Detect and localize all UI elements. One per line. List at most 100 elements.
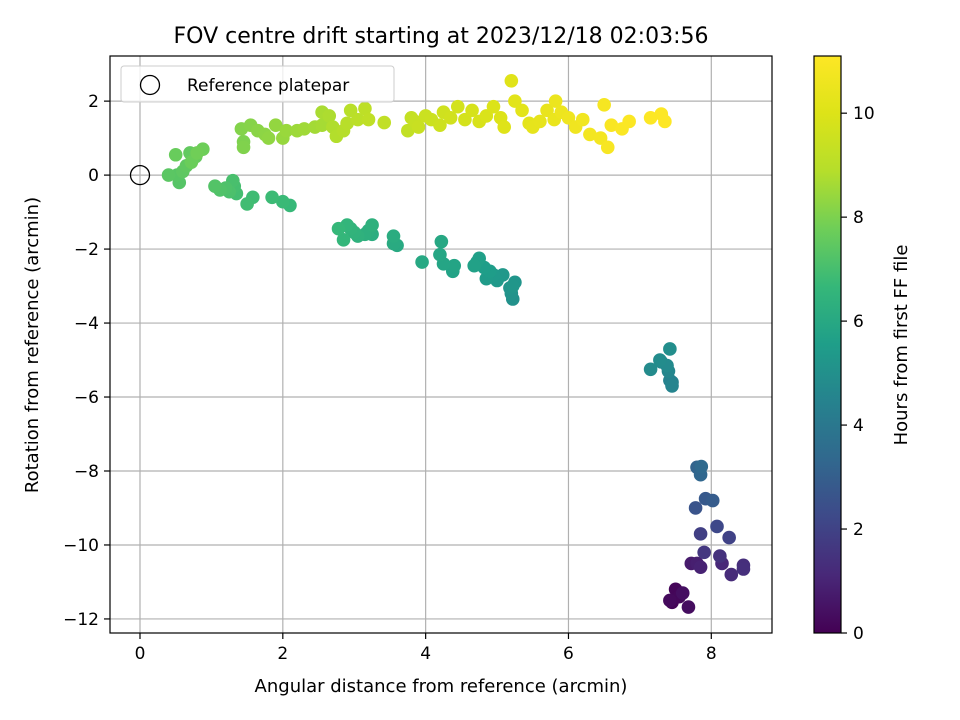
data-point — [265, 190, 279, 205]
data-point — [365, 218, 379, 232]
colorbar-tick-label: 4 — [853, 416, 864, 436]
data-point — [351, 112, 365, 127]
data-point — [697, 545, 711, 560]
data-point — [604, 118, 619, 132]
reference-platepar-marker — [129, 164, 151, 186]
data-point — [322, 109, 337, 123]
data-point — [358, 101, 372, 116]
data-point — [443, 110, 458, 125]
x-tick-label: 0 — [135, 644, 146, 664]
data-point — [658, 114, 672, 129]
data-point — [561, 110, 576, 125]
data-point — [386, 229, 401, 243]
data-point — [361, 112, 376, 127]
data-point — [279, 123, 294, 138]
data-point — [261, 131, 276, 145]
grid-lines — [110, 56, 772, 633]
data-point — [400, 123, 415, 138]
data-point — [505, 279, 520, 293]
data-point — [343, 103, 358, 118]
data-point — [653, 353, 667, 367]
x-tick-label: 2 — [277, 644, 288, 664]
data-point — [268, 118, 283, 132]
data-point — [643, 110, 658, 125]
data-point — [597, 98, 611, 112]
data-point — [276, 194, 290, 209]
data-point — [622, 114, 636, 129]
y-tick-label: −4 — [74, 314, 99, 334]
y-axis-label: Rotation from reference (arcmin) — [22, 197, 43, 493]
legend-box — [120, 65, 395, 103]
y-tick-label: 0 — [88, 166, 99, 186]
colorbar-label: Hours from first FF file — [891, 245, 912, 446]
y-tick-label: −6 — [74, 388, 99, 408]
data-point — [450, 99, 465, 114]
data-point — [336, 233, 351, 247]
data-point — [168, 147, 183, 162]
data-point — [411, 120, 426, 134]
x-axis-label: Angular distance from reference (arcmin) — [255, 676, 628, 697]
colorbar: 0 2 4 6 8 10 Hours from first FF file — [813, 55, 912, 644]
colorbar-tick-label: 6 — [853, 312, 864, 332]
data-point — [415, 255, 429, 269]
data-point — [297, 122, 312, 136]
data-point — [693, 527, 708, 541]
data-point — [208, 179, 222, 193]
legend-entry-reference: Reference platepar — [187, 76, 349, 96]
data-point — [533, 114, 547, 129]
data-point — [600, 140, 615, 155]
colorbar-tick-label: 8 — [853, 208, 864, 228]
legend: Reference platepar — [120, 65, 395, 103]
data-point — [315, 118, 329, 132]
data-point — [447, 258, 462, 273]
y-tick-label: −8 — [74, 462, 99, 482]
colorbar-tick-label: 2 — [853, 520, 864, 540]
data-point — [479, 109, 494, 123]
data-point — [190, 146, 204, 160]
data-point — [663, 342, 677, 356]
data-point — [593, 131, 608, 145]
data-point — [434, 234, 449, 249]
x-axis-ticks: 0 2 4 6 8 — [135, 633, 717, 664]
data-point — [465, 103, 479, 118]
data-point — [467, 258, 482, 273]
x-tick-label: 4 — [420, 644, 431, 664]
data-point — [663, 593, 677, 608]
data-point — [694, 459, 709, 474]
data-point — [736, 562, 751, 576]
data-point — [688, 501, 703, 515]
legend-marker-reference — [139, 74, 161, 96]
data-point — [693, 560, 708, 574]
data-point — [508, 94, 522, 108]
data-point — [540, 103, 554, 118]
data-point — [497, 120, 512, 134]
chart-title: FOV centre drift starting at 2023/12/18 … — [174, 24, 709, 49]
data-point — [515, 103, 529, 118]
data-point — [710, 519, 724, 534]
x-tick-label: 8 — [706, 644, 717, 664]
y-tick-label: 2 — [88, 92, 99, 112]
data-point — [331, 221, 346, 236]
colorbar-tick-label: 10 — [853, 104, 875, 124]
data-point — [433, 247, 447, 262]
data-point — [665, 379, 679, 393]
data-point — [705, 493, 720, 508]
colorbar-ticks: 0 2 4 6 8 10 — [841, 104, 875, 644]
y-tick-label: −10 — [63, 536, 99, 556]
x-tick-label: 6 — [563, 644, 574, 664]
data-point — [486, 99, 501, 114]
data-point — [675, 586, 690, 600]
data-point — [722, 530, 736, 545]
data-point — [643, 362, 658, 377]
colorbar-tick-label: 0 — [853, 624, 864, 644]
data-point — [240, 197, 254, 211]
data-point — [681, 600, 696, 614]
data-point — [724, 567, 739, 582]
y-tick-label: −12 — [63, 610, 99, 630]
colorbar-gradient — [813, 55, 842, 634]
data-point — [504, 73, 519, 88]
data-point — [236, 140, 251, 155]
y-tick-label: −2 — [74, 240, 99, 260]
data-point — [548, 94, 563, 108]
